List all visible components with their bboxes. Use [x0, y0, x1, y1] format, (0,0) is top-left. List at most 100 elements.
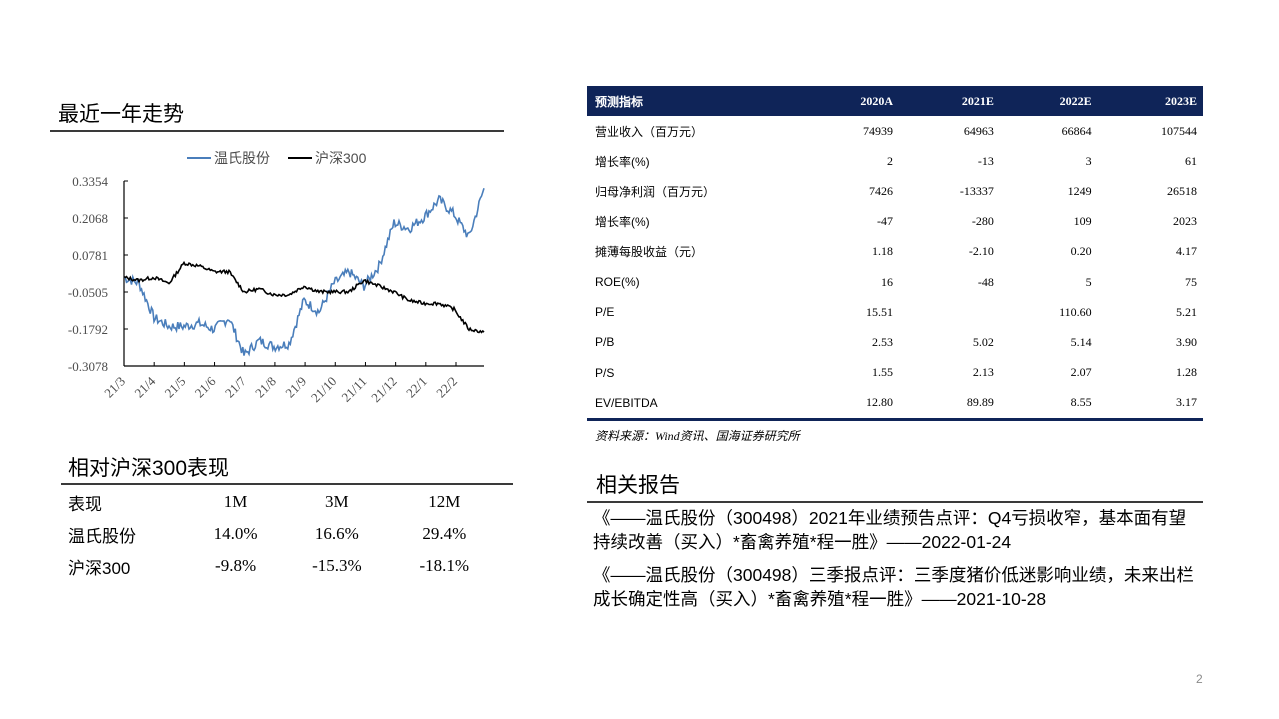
- forecast-cell: 1.55: [872, 365, 893, 380]
- forecast-cell: 2.07: [1070, 365, 1092, 380]
- forecast-header-year: 2023E: [1097, 86, 1203, 116]
- forecast-row: ROE(%) 16 -48 5 75: [587, 267, 1203, 297]
- forecast-cell: 75: [1185, 274, 1197, 289]
- forecast-row-label: P/S: [595, 365, 615, 380]
- x-tick-label: 21/10: [308, 374, 340, 406]
- trend-chart: 温氏股份 沪深300 0.3354 0.2068 0.0781 -0.0505 -0.179…: [50, 140, 510, 420]
- forecast-header-metric: 预测指标: [587, 86, 801, 116]
- forecast-cell: -280: [971, 214, 994, 229]
- forecast-header-year: 2022E: [999, 86, 1098, 116]
- forecast-cell: 7426: [869, 183, 893, 198]
- forecast-row: EV/EBITDA 12.80 89.89 8.55 3.17: [587, 387, 1203, 421]
- forecast-header-year: 2021E: [899, 86, 1000, 116]
- forecast-row: 增长率(%) 2 -13 3 61: [587, 146, 1203, 176]
- perf-header-1m: 1M: [223, 492, 248, 511]
- forecast-cell: 1.18: [872, 244, 893, 259]
- forecast-cell: -47: [877, 214, 893, 229]
- forecast-cell: 107544: [1161, 123, 1197, 138]
- forecast-table: 预测指标 2020A 2021E 2022E 2023E 营业收入（百万元） 74…: [587, 86, 1203, 421]
- perf-cell: 16.6%: [314, 524, 359, 543]
- page-number: 2: [1196, 672, 1203, 686]
- forecast-cell: 3.17: [1097, 387, 1203, 421]
- x-tick-label: 21/9: [282, 374, 309, 401]
- forecast-row-label: 营业收入（百万元）: [595, 124, 704, 139]
- series-line-hs300: [123, 260, 485, 334]
- forecast-cell: 89.89: [899, 387, 1000, 421]
- forecast-row: 营业收入（百万元） 74939 64963 66864 107544: [587, 116, 1203, 146]
- forecast-cell: 16: [881, 274, 893, 289]
- perf-cell: -9.8%: [215, 556, 257, 575]
- forecast-cell: 2.13: [972, 365, 994, 380]
- forecast-row-label: ROE(%): [595, 275, 640, 290]
- forecast-cell: 4.17: [1176, 244, 1197, 259]
- perf-cell: 29.4%: [422, 524, 467, 543]
- forecast-row-label: 摊薄每股收益（元）: [595, 245, 704, 260]
- related-reports-list: 《——温氏股份（300498）2021年业绩预告点评：Q4亏损收窄，基本面有望持…: [593, 506, 1198, 620]
- forecast-row-label: 增长率(%): [595, 215, 650, 230]
- forecast-cell: 74939: [863, 123, 893, 138]
- forecast-cell: -2.10: [968, 244, 994, 259]
- perf-section-title: 相对沪深300表现: [68, 457, 230, 480]
- perf-row-wens: 温氏股份 14.0% 16.6% 29.4%: [68, 518, 498, 550]
- perf-row-label: 沪深300: [68, 558, 131, 578]
- related-section-title: 相关报告: [596, 474, 680, 497]
- forecast-row-label: 增长率(%): [595, 154, 650, 169]
- x-tick-label: 21/4: [131, 373, 158, 400]
- trend-chart-svg: 温氏股份 沪深300 0.3354 0.2068 0.0781 -0.0505 -0.179…: [68, 150, 485, 406]
- x-tick-label: 21/8: [252, 374, 279, 401]
- related-report-item[interactable]: 《——温氏股份（300498）三季报点评：三季度猪价低迷影响业绩，未来出栏成长确…: [593, 565, 1194, 609]
- forecast-cell: 26518: [1167, 183, 1197, 198]
- y-tick-label: -0.3078: [68, 359, 108, 374]
- forecast-row: P/S 1.55 2.13 2.07 1.28: [587, 358, 1203, 388]
- forecast-cell: 2.53: [872, 334, 893, 349]
- y-tick-label: -0.0505: [68, 285, 108, 300]
- perf-header-label: 表现: [68, 494, 102, 514]
- x-tick-label: 21/7: [222, 373, 249, 400]
- x-tick-label: 21/12: [368, 374, 400, 406]
- related-report-item[interactable]: 《——温氏股份（300498）2021年业绩预告点评：Q4亏损收窄，基本面有望持…: [593, 508, 1187, 552]
- trend-section-title: 最近一年走势: [58, 103, 184, 126]
- x-tick-label: 21/5: [162, 374, 189, 401]
- perf-header-3m: 3M: [325, 492, 349, 511]
- performance-table: 表现 1M 3M 12M 温氏股份 14.0% 16.6% 29.4% 沪深30…: [68, 486, 498, 582]
- forecast-row: P/E 15.51 110.60 5.21: [587, 297, 1203, 327]
- forecast-cell: 5.14: [1070, 334, 1092, 349]
- chart-legend: 温氏股份 沪深300: [187, 150, 367, 166]
- forecast-row: 归母净利润（百万元） 7426 -13337 1249 26518: [587, 176, 1203, 206]
- series-line-wens: [123, 188, 485, 357]
- forecast-cell: 3: [1085, 153, 1092, 168]
- perf-row-hs300: 沪深300 -9.8% -15.3% -18.1%: [68, 550, 498, 582]
- forecast-row: 增长率(%) -47 -280 109 2023: [587, 207, 1203, 237]
- forecast-row: P/B 2.53 5.02 5.14 3.90: [587, 327, 1203, 357]
- legend-label: 温氏股份: [214, 150, 270, 166]
- forecast-cell: 5: [1085, 274, 1092, 289]
- forecast-cell: -13: [977, 153, 994, 168]
- forecast-cell: 12.80: [801, 387, 899, 421]
- forecast-cell: 64963: [963, 123, 994, 138]
- forecast-cell: 2023: [1173, 214, 1197, 229]
- forecast-row-label: 归母净利润（百万元）: [595, 184, 716, 199]
- forecast-cell: 0.20: [1070, 244, 1092, 259]
- forecast-cell: [899, 297, 1000, 327]
- forecast-cell: 61: [1185, 153, 1197, 168]
- y-tick-label: 0.3354: [72, 174, 108, 189]
- perf-title-divider: [61, 483, 513, 485]
- perf-cell: -15.3%: [312, 556, 362, 575]
- trend-title-divider: [50, 130, 504, 132]
- perf-header-row: 表现 1M 3M 12M: [68, 486, 498, 518]
- legend-label: 沪深300: [315, 150, 367, 166]
- forecast-cell: -48: [977, 274, 994, 289]
- perf-cell: 14.0%: [213, 524, 258, 543]
- forecast-cell: 109: [1073, 214, 1092, 229]
- forecast-cell: 5.02: [972, 334, 994, 349]
- x-tick-label: 22/1: [403, 374, 430, 401]
- x-tick-label: 21/11: [338, 374, 369, 405]
- x-tick-label: 21/3: [101, 374, 128, 401]
- y-tick-label: -0.1792: [68, 322, 108, 337]
- x-tick-label: 22/2: [433, 374, 460, 401]
- perf-header-12m: 12M: [428, 492, 461, 511]
- perf-row-label: 温氏股份: [68, 526, 136, 546]
- forecast-cell: 2: [887, 153, 893, 168]
- forecast-row-label: EV/EBITDA: [587, 387, 801, 421]
- forecast-cell: 1249: [1067, 183, 1092, 198]
